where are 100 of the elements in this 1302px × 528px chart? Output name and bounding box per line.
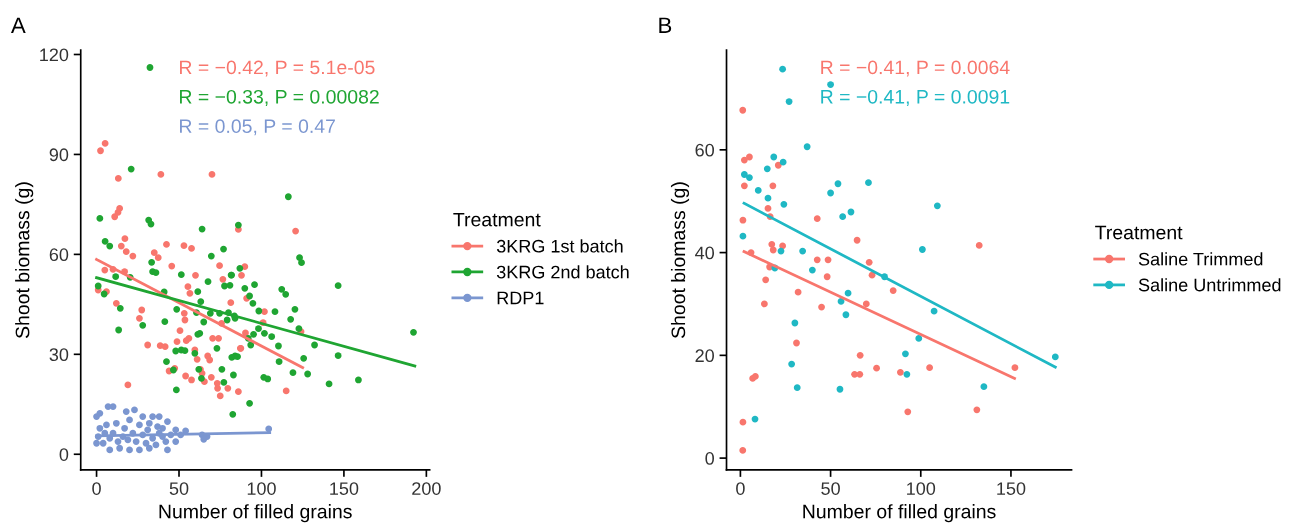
point — [769, 182, 777, 190]
point — [155, 413, 163, 421]
point — [827, 189, 834, 197]
x-tick-label: 100 — [247, 482, 276, 495]
point — [106, 446, 114, 454]
point — [164, 446, 171, 454]
point — [126, 416, 133, 424]
x-tick-label: 150 — [330, 482, 359, 495]
point — [813, 215, 821, 223]
point — [739, 418, 747, 426]
point — [865, 258, 873, 266]
point — [856, 351, 864, 359]
point — [836, 385, 844, 393]
y-tick-label: 120 — [40, 48, 69, 62]
y-tick-label: 90 — [49, 148, 69, 162]
point — [99, 439, 107, 447]
annotation: R = 0.05, P = 0.47 — [180, 119, 335, 136]
point — [799, 247, 807, 255]
point — [785, 98, 793, 105]
point — [824, 256, 832, 264]
point — [813, 256, 821, 264]
point — [172, 426, 180, 434]
x-tick-label: 200 — [412, 482, 441, 495]
point — [740, 182, 748, 190]
point — [763, 165, 771, 173]
point — [794, 288, 802, 296]
point — [739, 446, 747, 454]
x-tick-label: 0 — [736, 482, 745, 495]
point — [103, 421, 110, 429]
chart-title: B — [659, 17, 672, 33]
point — [865, 179, 872, 187]
y-axis-title: Shoot biomass (g) — [670, 182, 690, 339]
point — [116, 444, 124, 452]
point — [762, 276, 770, 284]
point — [933, 202, 941, 210]
point — [839, 213, 847, 221]
point — [136, 421, 143, 429]
legend-label: Saline Untrimmed — [1138, 278, 1281, 292]
point — [808, 266, 816, 274]
point — [834, 180, 842, 188]
annotation: R = −0.41, P = 0.0091 — [821, 89, 1010, 106]
legend-label: Saline Trimmed — [1138, 252, 1263, 266]
x-tick-label: 50 — [169, 482, 189, 495]
point — [109, 403, 117, 411]
point — [114, 438, 122, 445]
y-tick-label: 0 — [59, 448, 69, 461]
point — [93, 439, 100, 447]
point — [112, 419, 120, 427]
point — [903, 370, 911, 378]
point — [740, 156, 748, 164]
chart-title: A — [10, 17, 26, 33]
point — [793, 339, 800, 347]
y-tick-label: 20 — [695, 349, 715, 363]
point — [122, 408, 130, 416]
point — [162, 438, 170, 445]
point — [145, 419, 153, 427]
point — [844, 289, 852, 297]
point — [926, 364, 933, 372]
y-tick-label: 0 — [705, 452, 715, 465]
legend-title: Treatment — [453, 212, 541, 227]
point — [172, 438, 180, 445]
point — [760, 300, 768, 308]
point — [793, 384, 801, 392]
point — [754, 187, 762, 194]
legend-title: Treatment — [1095, 225, 1183, 240]
legend-label: RDP1 — [497, 291, 544, 305]
point — [904, 408, 912, 416]
point — [142, 439, 150, 447]
point — [139, 413, 147, 421]
point — [96, 424, 104, 432]
point — [837, 298, 845, 305]
point — [96, 409, 104, 417]
x-axis-title: Number of filled grains — [803, 504, 996, 523]
point — [154, 423, 161, 431]
point — [803, 143, 811, 151]
point — [740, 171, 748, 178]
point — [739, 216, 747, 224]
point — [973, 406, 981, 414]
point — [121, 424, 128, 432]
point — [144, 426, 152, 434]
point — [779, 158, 787, 166]
point — [780, 200, 788, 208]
point — [164, 418, 171, 426]
point — [1011, 364, 1019, 372]
point — [132, 438, 140, 445]
x-tick-label: 100 — [907, 482, 936, 495]
point — [1051, 353, 1059, 361]
point — [915, 334, 923, 342]
point — [739, 232, 747, 240]
point — [746, 153, 753, 161]
point — [873, 364, 880, 372]
point — [862, 300, 870, 308]
point — [136, 446, 143, 454]
point — [827, 81, 834, 88]
point — [774, 161, 782, 169]
point — [149, 413, 157, 421]
point — [930, 307, 938, 315]
y-tick-label: 40 — [695, 246, 715, 260]
point — [739, 106, 747, 114]
point — [779, 65, 787, 73]
